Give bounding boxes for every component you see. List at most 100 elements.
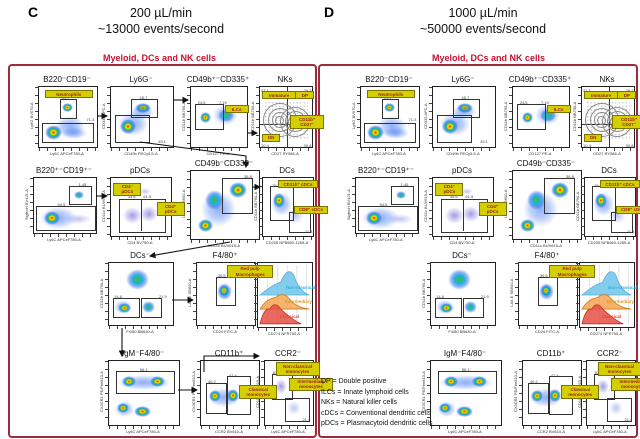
density-cloud: [209, 390, 221, 402]
gate-percentage: 11.4: [627, 229, 635, 235]
plot-area: Neutrophils21.771.3: [35, 86, 98, 151]
gate: [434, 297, 463, 319]
density-cloud: [526, 190, 546, 211]
gate-percentage: 1.45: [78, 182, 87, 188]
panel-border-box: [318, 64, 638, 438]
gate: [119, 198, 166, 234]
x-axis-label: F4/80 BB630-A: [126, 329, 154, 334]
gate-label: Non-classical monocytes: [597, 362, 640, 376]
x-axis-ticks: [34, 234, 96, 237]
gate-label: CD11b⁺ CD27⁻: [290, 115, 325, 129]
density-cloud: [66, 214, 92, 225]
gate-label: Intermediary monocytes: [611, 377, 640, 391]
y-axis-ticks: [429, 87, 432, 147]
gate: [452, 99, 480, 118]
density-cloud: [62, 102, 73, 113]
gate-divider: [463, 198, 464, 232]
gate: [537, 276, 559, 306]
x-axis-ticks: [201, 426, 259, 429]
x-axis-ticks: [109, 326, 173, 329]
density-cloud: [199, 112, 212, 123]
gate-label: CD8⁺ cDCs: [294, 205, 328, 214]
gate-label: DP: [295, 91, 315, 100]
gate-label: Classical monocytes: [239, 385, 278, 399]
gate: [358, 205, 418, 231]
x-axis-ticks: [431, 326, 495, 329]
gate-percentage: 30.8: [625, 142, 634, 148]
histogram-curve-label: Intermediary: [607, 299, 635, 305]
density-cloud: [197, 218, 213, 233]
x-axis-ticks: [197, 326, 255, 329]
y-axis-ticks: [515, 263, 518, 325]
y-axis-ticks: [105, 361, 108, 425]
density-cloud: [388, 214, 414, 225]
gate-label: CD4⁻ pDCs: [113, 182, 142, 196]
plot-title: IgM⁻F4/80⁻: [121, 349, 165, 358]
density-cloud: [73, 191, 84, 199]
x-axis-label: Ly6C APCeF780-A: [271, 429, 305, 434]
gate-label: DN: [262, 133, 281, 142]
plot-area: CD11b⁺ cDCs CD8⁺ cDCs 15.3 11.4: [259, 177, 328, 240]
plot-area: 38.8: [187, 170, 260, 243]
group-label: Myeloid, DCs and NK cells: [103, 53, 217, 63]
x-axis-ticks: [191, 240, 259, 243]
x-axis-ticks: [356, 234, 418, 237]
x-axis-label: CD11c BUV615-A: [530, 243, 562, 248]
y-axis-ticks: [509, 171, 512, 239]
density-cloud: [129, 105, 155, 120]
plot-area: ILCs 24.5 7.19: [187, 86, 249, 151]
plot-title: DCs: [279, 166, 295, 175]
gate-percentage: 11.4: [305, 229, 313, 235]
gate: [381, 99, 399, 119]
y-axis-ticks: [187, 171, 190, 239]
gate: [438, 371, 498, 394]
density-cloud: [383, 126, 409, 139]
plot-area: 45.7 49.1: [107, 86, 174, 151]
plot-area: Non-classical Intermediary Classical: [576, 262, 637, 331]
plot-title: DCs: [601, 166, 617, 175]
plot-title: B220⁺⁻CD19⁺⁻: [357, 166, 415, 175]
density-cloud: [551, 181, 569, 199]
x-axis-label: CD27 RY586-A: [271, 151, 299, 156]
gate-percentage: 15.3: [272, 182, 280, 188]
gate-percentage: 56.1: [461, 366, 470, 372]
gate-percentage: 40.2: [529, 378, 538, 384]
density-cloud: [121, 376, 136, 387]
x-axis-ticks: [361, 148, 419, 151]
gate: [68, 185, 92, 206]
gate: [441, 198, 488, 234]
gate-percentage: 7.19: [541, 100, 549, 106]
histogram-curve-label: Classical: [601, 313, 622, 319]
plot-title: F4/80⁺: [534, 251, 560, 260]
gate: [59, 99, 77, 119]
gate-percentage: 45.7: [461, 95, 470, 101]
gate-percentage: 38.8: [566, 173, 574, 179]
plot-area: Red pulp Macrophages 39.5: [193, 262, 274, 329]
x-axis-label: CD49b PECy5.5-A: [124, 151, 158, 156]
plot-title: DCs⁻: [130, 251, 150, 260]
gate-percentage: 34.6: [449, 194, 458, 200]
plot-area: 14.8 21.9: [427, 262, 496, 329]
gate-label: CD11b⁺ CD27⁻: [612, 115, 640, 129]
gate-percentage: 47.4: [550, 372, 559, 378]
plot-area: CD11b⁺ cDCs CD8⁺ cDCs 15.3 11.4: [581, 177, 640, 240]
x-axis-ticks: [582, 148, 634, 151]
density-cloud: [117, 302, 131, 313]
y-axis-ticks: [107, 87, 110, 147]
gate: [215, 276, 237, 306]
plot-title: NKs: [599, 75, 615, 84]
gate-percentage: 21.4: [624, 417, 633, 423]
density-cloud: [461, 205, 480, 223]
gate: [112, 297, 141, 319]
plot-title: Ly6G⁻: [451, 75, 475, 84]
gate-percentage: 24.5: [197, 100, 206, 106]
plot-area: Classical monocytes 40.2 47.4: [197, 360, 278, 429]
plot-area: CD4⁻ pDCs CD4⁺ pDCs 34.6 61.5: [429, 177, 507, 240]
density-cloud: [142, 301, 156, 313]
density-cloud: [138, 188, 151, 196]
density-cloud: [531, 390, 543, 402]
y-axis-ticks: [427, 263, 430, 325]
gate-percentage: 61.5: [143, 194, 152, 200]
plot-title: DCs⁻: [452, 251, 472, 260]
density-cloud: [445, 207, 465, 225]
